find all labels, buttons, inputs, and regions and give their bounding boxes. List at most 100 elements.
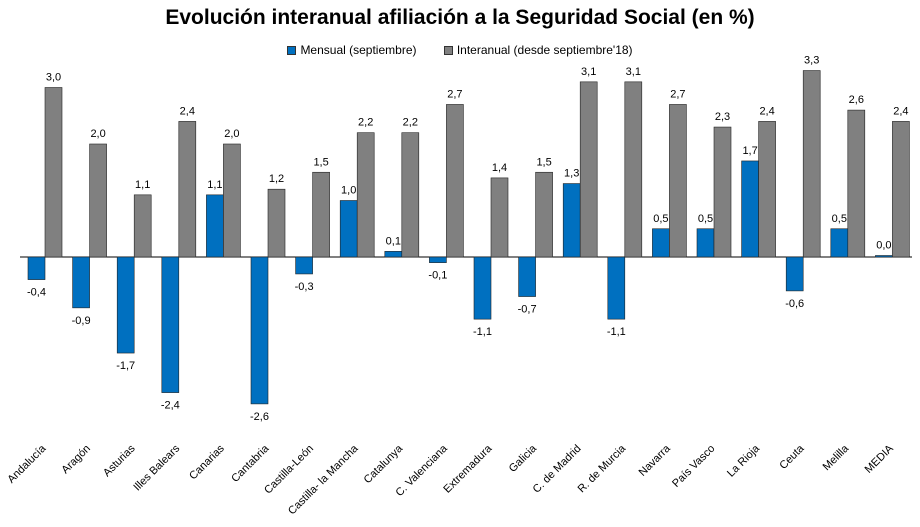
data-label-interanual-0: 3,0 [46,72,61,84]
category-label-19: MEDIA [863,442,897,476]
category-label-0: Andalucía [5,442,49,486]
data-label-mensual-18: 0,5 [832,213,847,225]
bar-interanual-4 [223,143,241,258]
bar-interanual-13 [624,81,643,258]
bar-mensual-0 [27,256,46,280]
bar-mensual-13 [607,256,626,320]
data-label-mensual-12: 1,3 [564,168,579,180]
data-label-interanual-8: 2,2 [403,117,418,129]
bar-interanual-12 [579,81,598,258]
category-label-15: País Vasco [670,443,717,490]
data-label-mensual-11: -0,7 [518,304,537,316]
legend-swatch-mensual [287,45,297,55]
bar-mensual-11 [518,256,536,297]
data-label-mensual-0: -0,4 [27,287,46,299]
bar-interanual-3 [178,121,197,258]
data-label-mensual-14: 0,5 [653,213,668,225]
data-label-interanual-9: 2,7 [447,88,462,100]
category-label-13: R. de Murcia [576,442,629,495]
legend-swatch-interanual [443,45,453,55]
bar-interanual-8 [401,132,420,258]
bar-mensual-9 [429,256,447,263]
bar-interanual-6 [312,171,330,258]
bar-interanual-9 [446,104,464,258]
data-label-mensual-5: -2,6 [250,411,269,423]
data-label-interanual-18: 2,6 [849,94,864,106]
bar-mensual-10 [473,256,492,320]
legend-label-interanual: Interanual (desde septiembre'18) [456,43,633,57]
data-label-mensual-19: 0,0 [876,240,891,252]
data-label-interanual-3: 2,4 [180,105,195,117]
data-label-interanual-11: 1,5 [536,156,551,168]
category-label-8: Catalunya [362,442,406,486]
bar-mensual-6 [295,256,313,275]
data-label-interanual-6: 1,5 [313,156,328,168]
data-label-interanual-14: 2,7 [670,88,685,100]
data-label-interanual-1: 2,0 [90,128,105,140]
data-label-mensual-1: -0,9 [72,315,91,327]
bar-interanual-1 [89,143,107,258]
data-label-interanual-4: 2,0 [224,128,239,140]
data-label-mensual-3: -2,4 [161,400,180,412]
legend-label-mensual: Mensual (septiembre) [300,43,417,57]
bar-interanual-19 [892,121,910,258]
category-label-10: Extremadura [441,442,495,496]
data-label-mensual-13: -1,1 [607,326,626,338]
bar-interanual-18 [847,109,866,258]
data-label-mensual-17: -0,6 [785,298,804,310]
bar-interanual-15 [713,126,732,258]
data-label-interanual-2: 1,1 [135,179,150,191]
bar-interanual-17 [802,70,821,258]
category-label-1: Aragón [59,443,93,477]
bar-mensual-7 [339,200,358,258]
bar-mensual-8 [384,251,403,258]
category-label-4: Canarias [187,442,227,482]
bar-mensual-12 [562,183,581,258]
category-label-5: Cantabria [229,442,272,485]
category-label-14: Navarra [637,442,674,479]
bar-mensual-17 [785,256,804,292]
bar-mensual-2 [116,256,135,354]
bar-mensual-15 [696,228,715,258]
data-label-interanual-12: 3,1 [581,66,596,78]
bar-mensual-3 [161,256,180,393]
bar-interanual-16 [758,121,776,258]
data-label-interanual-13: 3,1 [626,66,641,78]
category-label-16: La Rioja [725,442,763,480]
bar-interanual-14 [669,104,687,258]
category-label-18: Melilla [821,442,852,473]
data-label-mensual-7: 1,0 [341,185,356,197]
bar-interanual-11 [535,171,553,258]
data-label-interanual-5: 1,2 [269,173,284,185]
data-label-mensual-15: 0,5 [698,213,713,225]
bar-interanual-10 [490,177,509,258]
data-label-mensual-9: -0,1 [428,270,447,282]
legend-item-interanual: Interanual (desde septiembre'18) [443,43,633,57]
data-label-interanual-10: 1,4 [492,162,507,174]
bar-mensual-5 [250,256,269,405]
data-label-mensual-4: 1,1 [207,179,222,191]
legend-item-mensual: Mensual (septiembre) [287,43,416,57]
bar-mensual-19 [875,255,893,258]
bar-mensual-14 [652,228,670,258]
bar-mensual-1 [72,256,90,309]
data-label-interanual-19: 2,4 [893,105,908,117]
bar-interanual-5 [267,188,286,258]
chart-title: Evolución interanual afiliación a la Seg… [165,6,755,29]
category-label-17: Ceuta [777,442,807,472]
legend: Mensual (septiembre) Interanual (desde s… [0,43,920,58]
data-label-interanual-16: 2,4 [759,105,774,117]
data-label-mensual-2: -1,7 [116,360,135,372]
category-label-3: Illes Balears [131,442,182,493]
data-label-interanual-7: 2,2 [358,117,373,129]
bar-mensual-18 [830,228,849,258]
data-label-mensual-8: 0,1 [386,235,401,247]
bar-interanual-2 [133,194,152,258]
data-label-mensual-16: 1,7 [742,145,757,157]
bar-interanual-0 [44,87,63,258]
bar-interanual-7 [356,132,375,258]
data-label-interanual-15: 2,3 [715,111,730,123]
bar-mensual-4 [206,194,224,258]
bar-mensual-16 [741,160,759,258]
